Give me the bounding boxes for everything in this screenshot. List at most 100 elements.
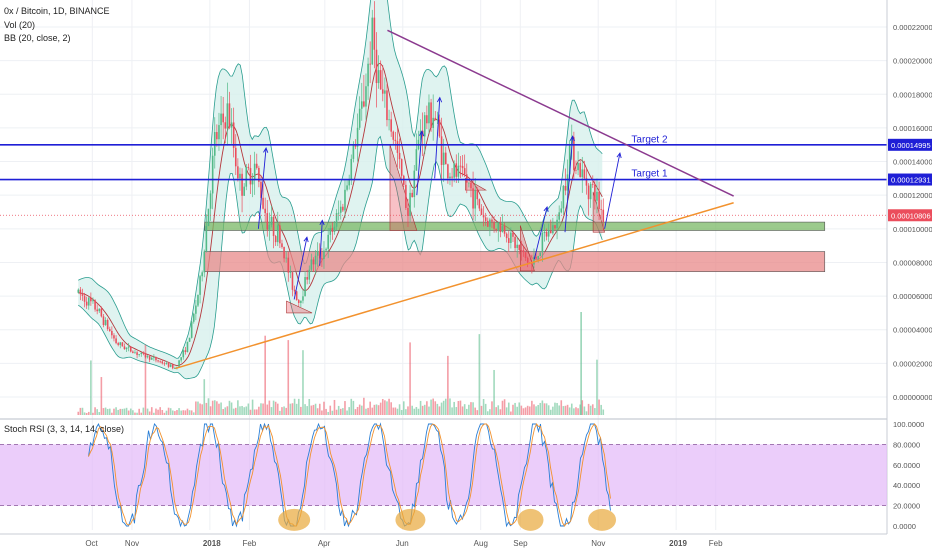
volume-bar	[365, 408, 367, 415]
volume-bar	[413, 408, 416, 415]
volume-bar	[169, 408, 172, 415]
price-tick-label: 0.00006000	[893, 292, 932, 301]
projection-arrow-head	[569, 135, 575, 142]
candle-up	[333, 226, 336, 232]
volume-bar	[102, 408, 105, 415]
volume-bar	[402, 401, 405, 415]
candle-down	[575, 169, 577, 171]
candle-up	[192, 313, 195, 322]
volume-bar	[331, 410, 334, 415]
volume-legend[interactable]: Vol (20)	[4, 20, 36, 30]
volume-bar	[449, 398, 451, 415]
candle-up	[323, 250, 325, 260]
candle-down	[102, 316, 105, 326]
volume-bar	[129, 408, 132, 415]
volume-bar	[381, 399, 384, 415]
volume-bar	[356, 406, 359, 415]
price-tag	[888, 173, 932, 186]
bollinger-legend[interactable]: BB (20, close, 2)	[4, 33, 71, 43]
candle-down	[495, 228, 497, 231]
pullback-triangle	[286, 300, 313, 314]
volume-bar	[358, 404, 361, 415]
volume-bar	[531, 400, 533, 415]
volume-bar	[289, 403, 292, 415]
candle-up	[201, 272, 203, 277]
candle-down	[480, 208, 483, 215]
volume-bar	[451, 407, 453, 415]
candle-up	[365, 86, 367, 107]
candle-down	[564, 185, 567, 191]
oversold-highlight	[517, 508, 544, 531]
candle-up	[87, 297, 90, 306]
candle-up	[552, 225, 554, 234]
volume-bar	[363, 397, 365, 415]
candle-up	[276, 225, 279, 243]
symbol-legend[interactable]: 0x / Bitcoin, 1D, BINANCE	[4, 6, 110, 16]
candle-up	[268, 224, 271, 230]
candle-down	[438, 119, 441, 137]
stoch-rsi-legend[interactable]: Stoch RSI (3, 3, 14, 14, close)	[4, 424, 125, 434]
candle-up	[543, 231, 546, 234]
candle-down	[312, 259, 315, 265]
volume-bar	[442, 400, 445, 415]
volume-bar	[484, 403, 487, 415]
volume-bar	[312, 404, 315, 415]
candle-down	[444, 152, 447, 165]
candle-up	[127, 346, 130, 348]
volume-bar	[232, 408, 235, 415]
volume-bar	[398, 404, 401, 415]
rsi-tick-label: 40.0000	[893, 481, 920, 490]
volume-bar	[121, 408, 124, 415]
volume-bar	[583, 406, 586, 415]
volume-bar	[423, 404, 426, 415]
candle-up	[344, 189, 346, 211]
candle-down	[396, 141, 399, 153]
candle-up	[180, 357, 182, 361]
candle-down	[142, 352, 145, 354]
volume-bar	[596, 359, 598, 415]
volume-bar	[220, 402, 222, 415]
candle-down	[434, 117, 437, 121]
volume-bar	[266, 404, 269, 415]
time-tick-label: Aug	[474, 539, 488, 548]
candle-up	[360, 101, 363, 109]
volume-bar	[180, 410, 182, 415]
projection-arrow	[293, 237, 308, 300]
volume-bar	[503, 399, 506, 415]
volume-bar	[564, 405, 567, 415]
candle-down	[440, 136, 443, 165]
candle-down	[594, 184, 596, 201]
candle-up	[541, 233, 544, 253]
volume-bar	[127, 410, 130, 415]
price-tick-label: 0.00016000	[893, 124, 932, 133]
volume-bar	[262, 403, 264, 415]
stoch-rsi-d-line	[88, 423, 611, 527]
candle-down	[260, 181, 262, 198]
candle-down	[291, 272, 294, 290]
volume-bar	[222, 409, 224, 415]
candle-down	[407, 207, 409, 216]
volume-bar	[581, 400, 584, 415]
price-tag	[888, 138, 932, 151]
volume-bar	[207, 398, 210, 415]
candle-down	[463, 168, 466, 175]
volume-bar	[285, 407, 287, 415]
volume-bar	[342, 408, 344, 415]
volume-bar	[255, 409, 258, 415]
candle-up	[220, 113, 222, 126]
volume-bar	[300, 406, 302, 415]
projection-arrow	[604, 153, 621, 229]
candle-down	[234, 147, 237, 167]
price-tick-label: 0.00012000	[893, 191, 932, 200]
price-tick-label: 0.00002000	[893, 359, 932, 368]
candle-up	[138, 354, 140, 355]
candle-up	[304, 277, 306, 297]
volume-bar	[197, 401, 199, 415]
candle-down	[491, 219, 493, 222]
volume-bar	[211, 400, 214, 415]
candle-down	[237, 166, 239, 179]
volume-bar	[379, 402, 382, 415]
volume-bar	[468, 404, 470, 415]
candle-up	[566, 174, 569, 191]
